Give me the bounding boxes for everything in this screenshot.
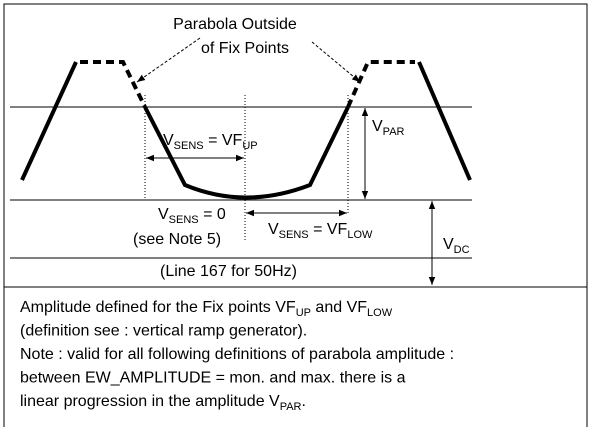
line-label: (Line 167 for 50Hz) bbox=[160, 263, 297, 280]
text-run: Note : valid for all following definitio… bbox=[20, 346, 454, 363]
note-label: (see Note 5) bbox=[133, 231, 221, 248]
text-run: and VF bbox=[311, 299, 367, 316]
reference-lines bbox=[10, 106, 472, 259]
text-run: linear progression in the amplitude V bbox=[20, 393, 280, 410]
subscript: UP bbox=[242, 140, 257, 152]
subscript: DC bbox=[454, 244, 470, 256]
text-run: (Line 167 for 50Hz) bbox=[160, 263, 297, 280]
text-run: = VF bbox=[204, 132, 243, 149]
caption: Amplitude defined for the Fix points VFU… bbox=[20, 299, 454, 413]
subscript: PAR bbox=[280, 401, 302, 413]
text-run: (definition see : vertical ramp generato… bbox=[20, 323, 307, 340]
text-run: V bbox=[372, 118, 383, 135]
text-run: between EW_AMPLITUDE = mon. and max. the… bbox=[20, 370, 406, 387]
text-run: V bbox=[268, 221, 279, 238]
text-run: = 0 bbox=[199, 206, 226, 223]
callout-arrows bbox=[136, 37, 361, 83]
vsens-zero-label: VSENS = 0 bbox=[158, 206, 226, 226]
caption-line: Note : valid for all following definitio… bbox=[20, 346, 454, 363]
caption-line: linear progression in the amplitude VPAR… bbox=[20, 393, 306, 413]
vsens-low-label: VSENS = VFLOW bbox=[268, 221, 373, 241]
frame bbox=[3, 3, 588, 427]
subscript: SENS bbox=[174, 140, 204, 152]
vpar-label: VPAR bbox=[372, 118, 405, 138]
text-run: V bbox=[443, 236, 454, 253]
subscript: SENS bbox=[169, 214, 199, 226]
fix-point-lines bbox=[144, 95, 349, 240]
vsens-up-label: VSENS = VFUP bbox=[163, 132, 258, 152]
text-run: (see Note 5) bbox=[133, 231, 221, 248]
caption-line: (definition see : vertical ramp generato… bbox=[20, 323, 307, 340]
callout-label: of Fix Points bbox=[201, 40, 289, 57]
text-run: Amplitude defined for the Fix points VF bbox=[20, 299, 296, 316]
text-run: V bbox=[163, 132, 174, 149]
subscript: PAR bbox=[383, 126, 405, 138]
callout-label: Parabola Outside bbox=[173, 16, 297, 33]
vdc-label: VDC bbox=[443, 236, 470, 256]
subscript: UP bbox=[296, 307, 311, 319]
subscript: LOW bbox=[347, 229, 373, 241]
text-run: V bbox=[158, 206, 169, 223]
dimension-arrows bbox=[146, 108, 436, 285]
subscript: LOW bbox=[367, 307, 393, 319]
text-run: = VF bbox=[309, 221, 348, 238]
caption-line: between EW_AMPLITUDE = mon. and max. the… bbox=[20, 370, 406, 387]
parabola-waveform bbox=[20, 60, 472, 200]
caption-line: Amplitude defined for the Fix points VFU… bbox=[20, 299, 393, 319]
text-run: . bbox=[302, 393, 306, 410]
subscript: SENS bbox=[279, 229, 309, 241]
